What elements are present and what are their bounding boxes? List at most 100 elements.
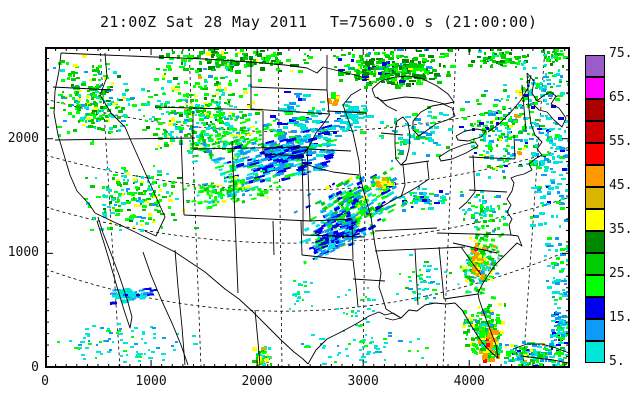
radar-echo-cluster [514, 114, 521, 119]
colorbar-value-label: 15. [609, 310, 633, 325]
radar-echo-cluster [327, 92, 340, 106]
colorbar-value-label: 75. [609, 46, 633, 61]
lake-outline [438, 141, 479, 162]
colorbar-swatch [585, 77, 605, 99]
title-model-time: T=75600.0 s (21:00:00) [330, 13, 538, 31]
radar-echo-cluster [156, 48, 313, 74]
lake-outline [371, 75, 455, 105]
radar-echo-cluster [379, 106, 453, 162]
lake-outline [455, 128, 487, 142]
colorbar-swatch [585, 275, 605, 297]
map-boundary-line [452, 242, 498, 254]
map-boundary-line [174, 249, 186, 366]
radar-echo-cluster [375, 177, 395, 189]
map-boundary-line [183, 214, 353, 222]
map-boundary-line [250, 108, 331, 115]
map-boundary-line [302, 234, 366, 238]
map-boundary-line [262, 153, 302, 157]
map-boundary-line [99, 52, 132, 142]
colorbar-swatch [585, 187, 605, 209]
colorbar-value-label: 25. [609, 266, 633, 281]
plot-frame [45, 47, 570, 368]
map-boundary-line [458, 191, 476, 210]
map-boundary-line [300, 220, 303, 256]
map-boundary-line [250, 86, 328, 91]
latitude-graticule [45, 196, 570, 244]
radar-echo-cluster [333, 48, 456, 89]
map-boundary-line [254, 309, 261, 366]
title-datetime: 21:00Z Sat 28 May 2011 [100, 13, 308, 31]
x-axis-tick-label: 3000 [347, 374, 379, 389]
colorbar-value-label: 65. [609, 90, 633, 105]
radar-echo-cluster [336, 287, 376, 327]
map-boundary-line [468, 189, 508, 193]
map-boundary-line [374, 246, 466, 252]
colorbar-swatch [585, 319, 605, 341]
colorbar-value-label: 55. [609, 134, 633, 149]
radar-echo-cluster [549, 311, 570, 346]
map-boundary-line [374, 178, 430, 212]
longitude-graticule [277, 47, 283, 368]
map-boundary-line [54, 137, 196, 141]
radar-echo-cluster [460, 190, 509, 231]
radar-echo-cluster [212, 124, 338, 197]
colorbar-swatch [585, 341, 605, 363]
radar-echo-cluster [293, 167, 406, 248]
map-boundary-line [352, 259, 359, 308]
radar-echo-cluster [396, 254, 452, 304]
colorbar-swatch [585, 121, 605, 143]
map-boundary-line [326, 55, 330, 114]
map-boundary-line [302, 162, 360, 176]
map-boundary-line [60, 52, 370, 81]
map-boundary-line [130, 140, 166, 237]
colorbar-value-label: 45. [609, 178, 633, 193]
colorbar-value-label: 5. [609, 354, 625, 369]
radar-echo-cluster [138, 66, 263, 161]
map-boundary-line [520, 355, 569, 364]
colorbar-swatch [585, 297, 605, 319]
radar-echo-cluster [57, 323, 198, 368]
map-boundary-line [142, 251, 189, 366]
map-boundary-line [384, 308, 402, 321]
map-boundary-line [487, 74, 532, 133]
colorbar-swatch [585, 165, 605, 187]
map-boundary-line [272, 220, 275, 256]
radar-echo-cluster [84, 165, 199, 232]
map-boundary-line [454, 292, 499, 359]
map-boundary-line [526, 72, 567, 128]
map-boundary-line [460, 246, 482, 276]
y-axis-tick-label: 1000 [7, 245, 39, 261]
map-boundary-line [94, 212, 309, 365]
map-boundary-line [472, 154, 476, 193]
map-boundary-line [342, 104, 387, 310]
map-boundary-line [342, 88, 362, 106]
map-boundary-line [468, 156, 516, 160]
map-boundary-line [414, 248, 419, 306]
colorbar-swatch [585, 253, 605, 275]
x-axis-tick-label: 1000 [135, 374, 167, 389]
colorbar-swatch [585, 55, 605, 77]
map-plot [45, 47, 570, 368]
map-boundary-line [231, 140, 239, 294]
y-axis-tick-label: 0 [31, 360, 39, 375]
latitude-graticule [45, 146, 570, 191]
radar-echo-cluster [468, 48, 537, 69]
radar-echo-cluster [301, 330, 429, 368]
map-boundary-line [53, 52, 96, 214]
map-boundary-line [52, 86, 114, 91]
map-boundary-line [438, 246, 445, 300]
map-boundary-line [436, 232, 512, 236]
map-boundary-line [306, 146, 311, 222]
map-boundary-line [301, 155, 304, 235]
radar-echo-cluster [289, 280, 313, 310]
radar-echo-cluster [459, 80, 546, 179]
longitude-graticule [442, 47, 457, 368]
colorbar-swatch [585, 99, 605, 121]
map-boundary-line [513, 134, 516, 160]
radar-echo-cluster [498, 341, 569, 368]
map-boundary-line [301, 113, 331, 157]
map-boundary-line [380, 132, 404, 136]
radar-echo-cluster [517, 151, 522, 156]
radar-echo-cluster [252, 346, 274, 368]
